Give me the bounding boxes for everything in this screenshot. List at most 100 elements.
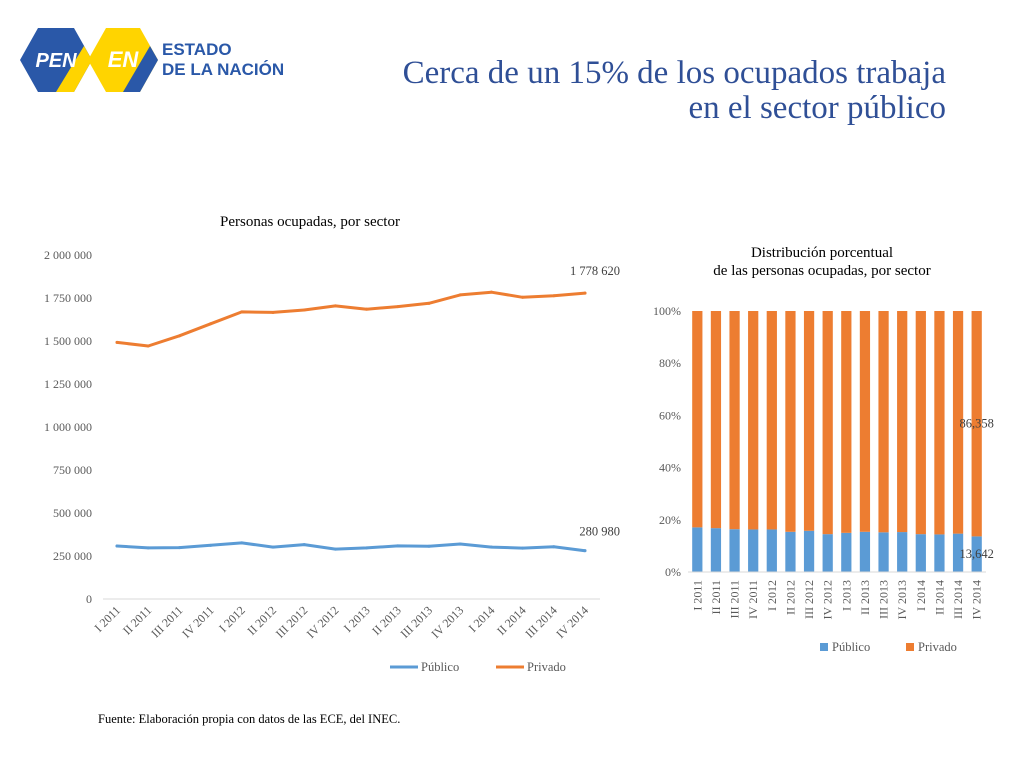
- line-ytick-label: 250 000: [53, 549, 92, 563]
- line-point-privado: [458, 293, 462, 297]
- line-end-label-publico: 280 980: [579, 525, 620, 539]
- bar-xtick-label: I 2012: [765, 580, 779, 611]
- pen-hexagon-accent: [56, 46, 92, 92]
- line-point-privado: [396, 305, 400, 309]
- line-point-privado: [427, 301, 431, 305]
- line-ytick-label: 0: [86, 592, 92, 606]
- line-point-p-blico: [458, 542, 462, 546]
- bar-chart-title-line1: Distribución porcentual: [751, 245, 893, 261]
- line-xtick-label: IV 2013: [429, 603, 467, 641]
- source-note: Fuente: Elaboración propia con datos de …: [98, 712, 401, 726]
- slide-title-line1: Cerca de un 15% de los ocupados trabaja: [402, 55, 946, 91]
- bar-segment-publico: [692, 527, 703, 572]
- bar-ytick-label: 60%: [659, 408, 681, 422]
- bar-xtick-label: I 2011: [690, 580, 704, 611]
- line-ytick-label: 1 250 000: [44, 377, 92, 391]
- bar-segment-privado: [952, 311, 964, 534]
- bar-xtick-label: IV 2012: [821, 580, 835, 619]
- line-point-privado: [365, 307, 369, 311]
- bar-xtick-label: III 2011: [728, 580, 742, 619]
- line-xtick-label: I 2014: [466, 603, 498, 635]
- line-point-privado: [240, 310, 244, 314]
- line-point-p-blico: [333, 547, 337, 551]
- bar-segment-publico: [934, 534, 945, 572]
- logo-pen-text: PEN: [35, 50, 77, 72]
- line-point-privado: [302, 308, 306, 312]
- bar-segment-publico: [710, 528, 722, 572]
- line-end-label-privado: 1 778 620: [570, 264, 620, 278]
- line-xtick-label: III 2011: [148, 603, 185, 640]
- bar-ytick-label: 80%: [659, 356, 681, 370]
- line-point-privado: [146, 344, 150, 348]
- bar-segment-publico: [878, 532, 889, 572]
- bar-segment-privado: [785, 311, 796, 532]
- bar-segment-privado: [934, 311, 945, 535]
- logo-text-line1: ESTADO: [162, 40, 232, 59]
- line-ytick-label: 2 000 000: [44, 248, 92, 262]
- bar-xtick-label: IV 2011: [746, 580, 760, 619]
- line-point-privado: [583, 291, 587, 295]
- bar-ytick-label: 100%: [653, 304, 681, 318]
- line-point-p-blico: [115, 544, 119, 548]
- bar-ytick-label: 40%: [659, 461, 681, 475]
- line-point-p-blico: [177, 546, 181, 550]
- bar-ytick-label: 20%: [659, 513, 681, 527]
- line-xtick-label: III 2013: [398, 603, 435, 640]
- bar-segment-publico: [785, 531, 796, 572]
- bar-segment-privado: [822, 311, 833, 535]
- bar-segment-publico: [841, 532, 852, 572]
- bar-segment-privado: [729, 311, 740, 530]
- line-point-p-blico: [427, 544, 431, 548]
- line-chart: Personas ocupadas, por sector 0 250 000 500…: [44, 214, 620, 674]
- bar-segment-privado: [878, 311, 889, 533]
- bar-xtick-label: II 2012: [783, 580, 797, 615]
- line-point-privado: [271, 310, 275, 314]
- slide-title: Cerca de un 15% de los ocupados trabaja …: [306, 56, 946, 126]
- bar-segment-publico: [971, 536, 982, 572]
- bar-segment-publico: [766, 529, 777, 572]
- bar-legend-swatch-privado: [906, 643, 914, 651]
- line-ytick-label: 500 000: [53, 506, 92, 520]
- line-legend-label-privado: Privado: [527, 660, 566, 674]
- estado-nacion-logo: PEN EN ESTADO DE LA NACIÓN: [20, 24, 310, 96]
- line-point-p-blico: [489, 545, 493, 549]
- line-point-p-blico: [209, 543, 213, 547]
- line-xtick-label: III 2014: [522, 603, 559, 640]
- bar-legend-swatch-p-blico: [820, 643, 828, 651]
- line-xtick-label: I 2012: [216, 603, 248, 635]
- line-point-p-blico: [240, 541, 244, 545]
- line-series-privado: [115, 290, 587, 348]
- line-point-p-blico: [146, 546, 150, 550]
- line-point-privado: [209, 322, 213, 326]
- bar-chart-title-line2: de las personas ocupadas, por sector: [713, 263, 930, 279]
- slide-title-line2: en el sector público: [688, 90, 947, 126]
- line-point-p-blico: [396, 544, 400, 548]
- bar-legend-label-privado: Privado: [918, 640, 957, 654]
- bar-segment-privado: [915, 311, 926, 535]
- line-xtick-label: I 2013: [341, 603, 373, 635]
- line-legend-label-p-blico: Público: [421, 660, 459, 674]
- bar-end-label-publico: 13,642: [960, 547, 994, 561]
- bar-segment-publico: [915, 534, 926, 572]
- bar-segment-privado: [710, 311, 722, 529]
- bar-legend-label-p-blico: Público: [832, 640, 870, 654]
- bar-segment-publico: [822, 534, 833, 572]
- line-point-p-blico: [365, 546, 369, 550]
- bar-segment-publico: [897, 532, 908, 572]
- line-chart-title: Personas ocupadas, por sector: [220, 214, 400, 230]
- bar-segment-privado: [971, 311, 982, 537]
- bar-xtick-label: IV 2013: [895, 580, 909, 619]
- bar-xtick-label: I 2014: [914, 580, 928, 611]
- logo-text-line2: DE LA NACIÓN: [162, 60, 284, 79]
- bar-segment-privado: [803, 311, 815, 531]
- line-point-privado: [521, 295, 525, 299]
- line-ytick-label: 1 500 000: [44, 334, 92, 348]
- line-series-p-blico: [115, 541, 587, 553]
- bar-segment-publico: [952, 533, 964, 572]
- bar-segment-publico: [748, 529, 759, 572]
- logo-en-text: EN: [108, 47, 140, 72]
- bar-xtick-label: IV 2014: [970, 580, 984, 619]
- line-point-p-blico: [302, 543, 306, 547]
- bar-xtick-label: III 2012: [802, 580, 816, 619]
- line-point-privado: [489, 290, 493, 294]
